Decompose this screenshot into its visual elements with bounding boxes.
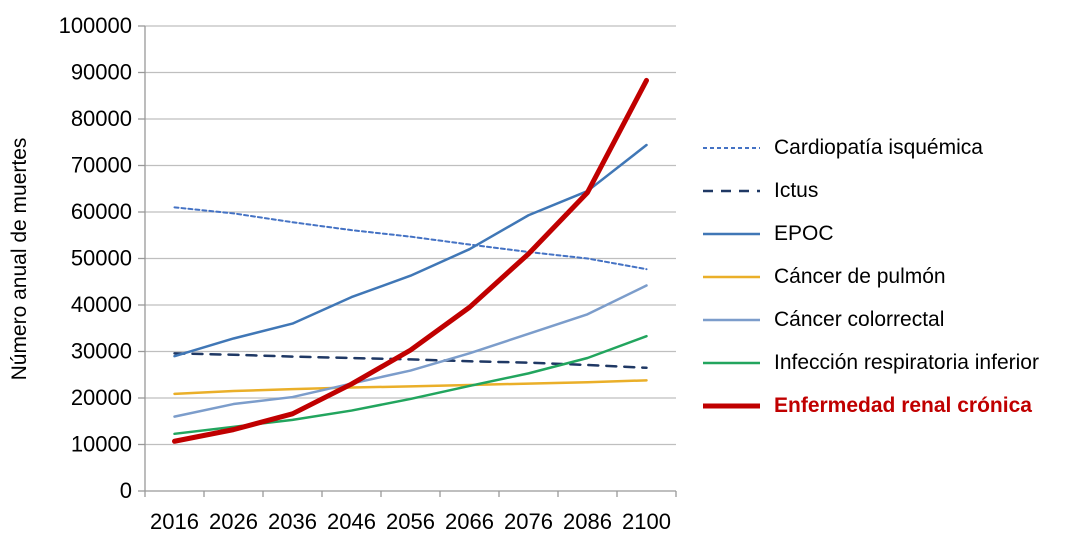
legend-label: Cardiopatía isquémica — [774, 135, 983, 159]
x-tick-label: 2086 — [563, 509, 612, 534]
y-tick-label: 40000 — [71, 292, 132, 317]
legend-label: Ictus — [774, 178, 819, 202]
series-line-cancer-de-pulmon — [173, 379, 648, 396]
legend-label: EPOC — [774, 221, 834, 245]
legend-item-epoc: EPOC — [703, 212, 1039, 255]
y-tick-label: 90000 — [71, 60, 132, 85]
legend-label: Cáncer colorrectal — [774, 307, 945, 331]
legend-label: Enfermedad renal crónica — [774, 393, 1032, 417]
legend-label: Cáncer de pulmón — [774, 264, 946, 288]
legend-item-cardiopatia-isquemica: Cardiopatía isquémica — [703, 126, 1039, 169]
y-tick-label: 60000 — [71, 199, 132, 224]
x-tick-label: 2026 — [209, 509, 258, 534]
legend-label: Infección respiratoria inferior — [774, 350, 1039, 374]
y-tick-label: 80000 — [71, 106, 132, 131]
legend-item-cancer-de-pulmon: Cáncer de pulmón — [703, 255, 1039, 298]
chart-legend: Cardiopatía isquémica Ictus EPOC Cáncer de … — [703, 126, 1039, 427]
y-tick-label: 20000 — [71, 385, 132, 410]
x-tick-label: 2066 — [445, 509, 494, 534]
legend-item-ictus: Ictus — [703, 169, 1039, 212]
y-tick-label: 100000 — [59, 13, 132, 38]
legend-line-swatch — [703, 318, 760, 321]
series-line-cancer-colorrectal — [173, 284, 648, 418]
y-tick-label: 10000 — [71, 432, 132, 457]
x-tick-label: 2056 — [386, 509, 435, 534]
series-line-cardiopatia-isquemica — [173, 206, 648, 271]
legend-line-swatch — [703, 275, 760, 278]
legend-line-swatch — [703, 232, 760, 235]
y-tick-label: 30000 — [71, 339, 132, 364]
series-line-epoc — [173, 143, 648, 358]
y-tick-label: 50000 — [71, 246, 132, 271]
y-axis-title: Número anual de muertes — [8, 137, 31, 381]
legend-line-swatch — [703, 403, 760, 408]
y-tick-label: 0 — [120, 478, 132, 503]
legend-item-cancer-colorrectal: Cáncer colorrectal — [703, 298, 1039, 341]
legend-line-swatch — [703, 189, 760, 192]
series-line-ictus — [173, 352, 648, 370]
y-tick-label: 70000 — [71, 153, 132, 178]
legend-line-swatch — [703, 146, 760, 149]
x-tick-label: 2046 — [327, 509, 376, 534]
x-tick-label: 2016 — [150, 509, 199, 534]
x-tick-label: 2076 — [504, 509, 553, 534]
legend-item-enfermedad-renal-cronica: Enfermedad renal crónica — [703, 384, 1039, 427]
x-tick-label: 2100 — [622, 509, 671, 534]
legend-item-infeccion-respiratoria-inferior: Infección respiratoria inferior — [703, 341, 1039, 384]
legend-line-swatch — [703, 361, 760, 364]
series-line-enfermedad-renal-cronica — [172, 77, 649, 444]
x-tick-label: 2036 — [268, 509, 317, 534]
